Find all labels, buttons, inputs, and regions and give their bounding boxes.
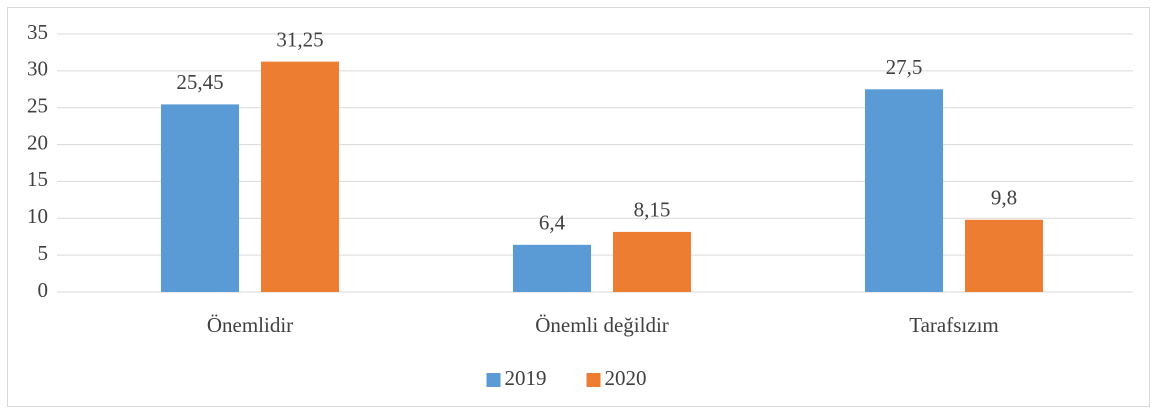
x-tick-label: Önemlidir bbox=[207, 313, 293, 337]
value-label: 6,4 bbox=[539, 211, 566, 235]
x-tick-label: Önemli değildir bbox=[535, 313, 669, 337]
value-label: 9,8 bbox=[991, 186, 1017, 210]
bar bbox=[613, 231, 691, 292]
y-tick-label: 10 bbox=[27, 204, 48, 228]
y-tick-label: 25 bbox=[27, 94, 48, 118]
y-tick-label: 15 bbox=[27, 167, 48, 191]
bar bbox=[161, 104, 239, 292]
legend-swatch bbox=[586, 373, 601, 387]
x-tick-label: Tarafsızım bbox=[909, 313, 999, 337]
legend-label: 2020 bbox=[605, 366, 647, 390]
value-label: 27,5 bbox=[886, 55, 923, 79]
bar bbox=[513, 244, 591, 292]
bar bbox=[965, 219, 1043, 292]
value-label: 25,45 bbox=[176, 70, 223, 94]
legend-swatch bbox=[486, 373, 501, 387]
value-label: 8,15 bbox=[634, 198, 671, 222]
value-label: 31,25 bbox=[276, 27, 323, 51]
y-tick-label: 20 bbox=[27, 130, 48, 154]
bar bbox=[261, 61, 339, 293]
y-tick-label: 0 bbox=[38, 278, 49, 302]
y-tick-label: 30 bbox=[27, 57, 48, 81]
y-tick-label: 5 bbox=[38, 241, 49, 265]
y-tick-label: 35 bbox=[27, 20, 48, 44]
bar bbox=[865, 89, 943, 293]
legend-label: 2019 bbox=[505, 366, 547, 390]
